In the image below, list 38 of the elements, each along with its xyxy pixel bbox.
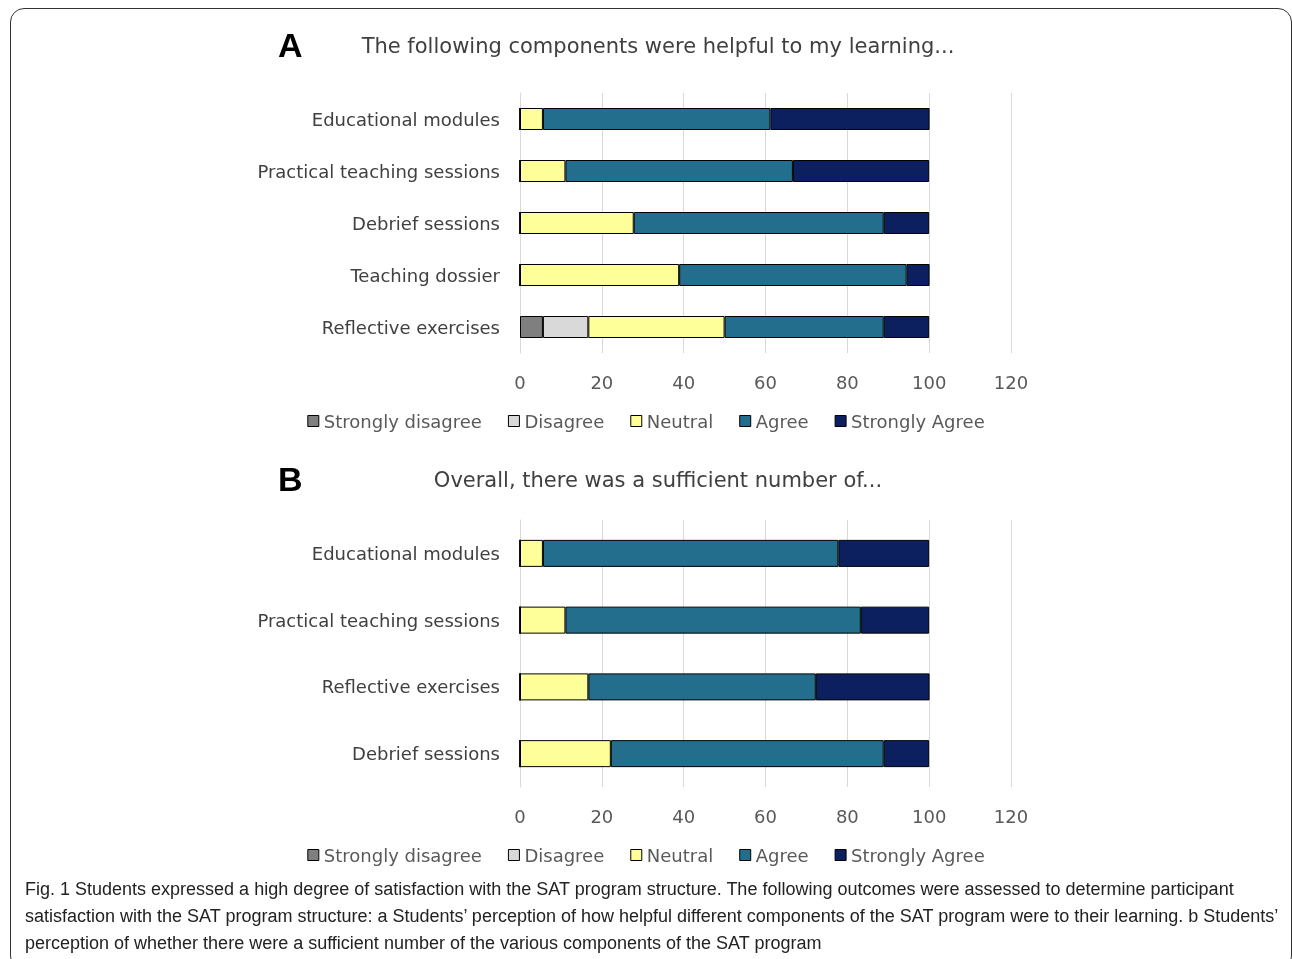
x-tick-label: 40 [672, 805, 696, 827]
legend-label: Disagree [524, 844, 605, 866]
legend-label: Strongly Agree [851, 410, 985, 432]
y-tick-label: Practical teaching sessions [257, 160, 500, 182]
x-tick-label: 100 [911, 371, 947, 393]
y-tick-label: Teaching dossier [349, 264, 501, 286]
x-tick-label: 20 [590, 371, 614, 393]
x-tick-label: 60 [754, 805, 777, 827]
x-tick-label: 0 [514, 371, 526, 393]
x-tick-label: 40 [672, 371, 696, 393]
legend-label: Neutral [646, 410, 714, 432]
y-tick-label: Debrief sessions [352, 743, 500, 765]
chart-title: The following components were helpful to my learning... [360, 33, 955, 58]
legend-label: Strongly disagree [323, 410, 482, 432]
legend-label: Agree [755, 844, 809, 866]
legend-label: Strongly Agree [851, 844, 985, 866]
legend-label: Agree [755, 410, 809, 432]
y-tick-label: Reflective exercises [321, 676, 500, 698]
x-tick-label: 120 [993, 805, 1029, 827]
x-tick-label: 120 [993, 371, 1029, 393]
y-tick-label: Educational modules [311, 108, 500, 130]
x-tick-label: 20 [590, 805, 614, 827]
x-tick-label: 80 [835, 371, 859, 393]
y-tick-label: Practical teaching sessions [257, 609, 500, 631]
y-tick-label: Reflective exercises [321, 316, 500, 338]
x-tick-label: 60 [754, 371, 777, 393]
caption: Fig. 1 Students expressed a high degree of satisfaction with the SAT program structure. The following outcomes were assessed to determine participant satisfaction with the SAT program structure: a Students’ perception of how helpful different components of the SAT program were to their learning. b Students’ perception of whether there were a sufficient number of the various components of the SAT program [25, 878, 1279, 955]
x-tick-label: 80 [835, 805, 859, 827]
chart-title: Overall, there was a sufficient number of... [433, 467, 883, 492]
x-tick-label: 100 [911, 805, 947, 827]
y-tick-label: Educational modules [311, 542, 500, 564]
legend-label: Strongly disagree [323, 844, 482, 866]
x-tick-label: 0 [514, 805, 526, 827]
text: B [278, 460, 303, 499]
legend-label: Disagree [524, 410, 605, 432]
text: A [278, 26, 303, 65]
y-tick-label: Debrief sessions [352, 212, 500, 234]
legend-label: Neutral [646, 844, 714, 866]
